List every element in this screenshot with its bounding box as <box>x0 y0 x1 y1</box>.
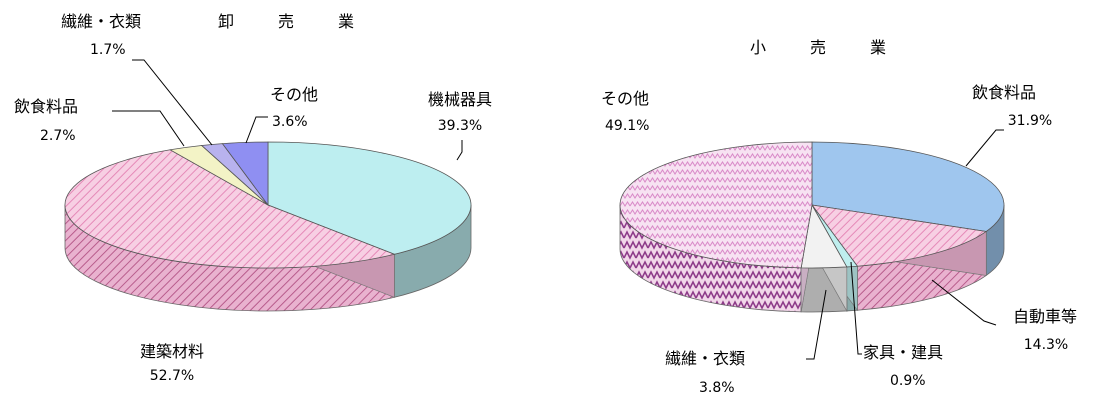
slice-label-家具建具: 家具・建具 <box>863 343 943 362</box>
slice-label-繊維衣類: 繊維・衣類 <box>665 349 745 368</box>
slice-label-建築材料: 建築材料 <box>140 342 204 361</box>
slice-機械器具 <box>267 141 472 255</box>
retail-title: 小 売 業 <box>750 38 900 57</box>
slice-label-繊維衣類: 繊維・衣類 <box>61 12 141 31</box>
retail-pie-slices <box>619 141 1005 313</box>
leader-line-繊維衣類 <box>132 59 213 146</box>
slice-value-繊維衣類: 3.8% <box>699 380 735 396</box>
slice-その他 <box>619 141 813 269</box>
wholesale-pie-labels: 機械器具 39.3% 建築材料 52.7% 飲食料品 2.7% 繊維・衣類 1.7% その他 3.… <box>14 12 492 384</box>
retail-pie-labels: 飲食料品 31.9% 自動車等 14.3% 家具・建具 0.9% 繊維・衣類 3.8% その他 4… <box>601 83 1077 396</box>
wholesale-pie: 卸 売 業 機械器具 39.3% 建築材料 52.7% 飲食料品 2.7% 繊維・衣類 1.7… <box>14 12 492 384</box>
leader-line-機械器具 <box>456 140 463 161</box>
slice-value-飲食料品: 31.9% <box>1008 113 1052 129</box>
slice-label-自動車等: 自動車等 <box>1013 307 1077 326</box>
slice-label-機械器具: 機械器具 <box>428 90 492 109</box>
slice-label-その他: その他 <box>601 89 649 108</box>
slice-その他 <box>221 141 269 207</box>
leader-line-家具建具 <box>850 261 862 355</box>
slice-自動車等 <box>811 204 988 267</box>
slice-label-飲食料品: 飲食料品 <box>14 97 78 116</box>
wholesale-title: 卸 売 業 <box>218 12 368 31</box>
slice-飲食料品 <box>811 141 1005 232</box>
slice-value-機械器具: 39.3% <box>438 118 482 134</box>
slice-value-飲食料品: 2.7% <box>40 128 76 144</box>
leader-line-繊維衣類 <box>806 289 827 360</box>
slice-建築材料 <box>64 149 396 269</box>
slice-label-その他: その他 <box>270 85 318 104</box>
leader-line-その他 <box>245 116 268 144</box>
leader-line-飲食料品 <box>965 129 1004 167</box>
slice-value-その他: 49.1% <box>605 118 649 134</box>
slice-value-繊維衣類: 1.7% <box>90 42 126 58</box>
leader-line-自動車等 <box>931 279 997 326</box>
wholesale-pie-slices <box>64 141 472 312</box>
slice-value-自動車等: 14.3% <box>1024 337 1068 353</box>
slice-value-家具建具: 0.9% <box>890 373 926 389</box>
slice-label-飲食料品: 飲食料品 <box>972 83 1036 102</box>
slice-value-建築材料: 52.7% <box>150 368 194 384</box>
slice-value-その他: 3.6% <box>272 114 308 130</box>
retail-pie: 小 売 業 飲食料品 31.9% 自動車等 14.3% 家具・建具 0.9% 繊維・衣類 3.… <box>601 38 1077 396</box>
leader-line-飲食料品 <box>112 110 185 147</box>
